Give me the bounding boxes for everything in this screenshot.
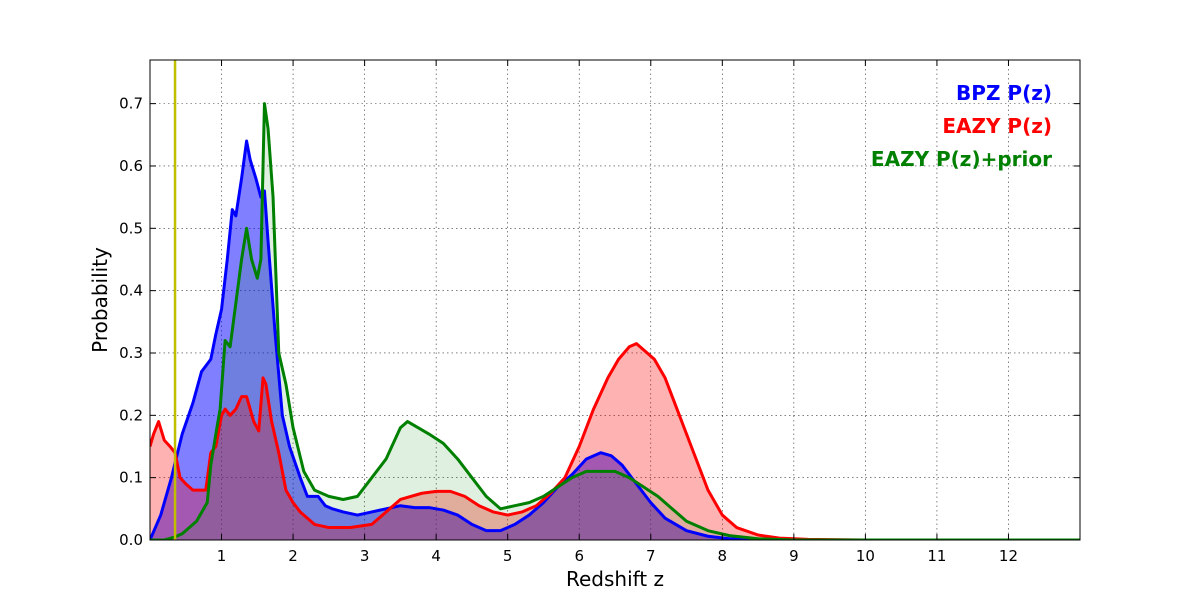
tick-labels: 1 2 3 4 5 6 7 8 9 10 11 120.00.10.20.30.40.50.60.7 [119, 95, 1018, 565]
series-fill-eazy-p-z-prior [150, 103, 1080, 540]
y-tick-label: 0.6 [119, 157, 143, 175]
x-tick-label: 5 [503, 547, 513, 565]
series-line-bpz-p-z [150, 139, 1080, 540]
y-axis-label: Probability [88, 247, 112, 353]
x-tick-label: 1 [217, 547, 227, 565]
plot-frame [149, 59, 1081, 541]
y-tick-label: 0.0 [119, 531, 143, 549]
y-tick-label: 0.7 [119, 95, 143, 113]
x-tick-label: 2 [288, 547, 298, 565]
x-tick-label: 12 [999, 547, 1018, 565]
y-tick-label: 0.3 [119, 344, 143, 362]
x-tick-label: 9 [789, 547, 799, 565]
x-tick-label: 4 [431, 547, 441, 565]
series-layer [150, 60, 1080, 540]
y-tick-label: 0.4 [119, 282, 143, 300]
axis-ticks [150, 60, 1080, 541]
x-tick-label: 10 [856, 547, 875, 565]
x-tick-label: 8 [718, 547, 728, 565]
x-tick-label: 7 [646, 547, 656, 565]
legend-entry-bpz-p-z: BPZ P(z) [956, 81, 1052, 105]
x-axis-label: Redshift z [566, 567, 664, 591]
series-line-eazy-p-z [150, 342, 1080, 540]
x-tick-label: 6 [574, 547, 584, 565]
y-tick-label: 0.5 [119, 219, 143, 237]
y-tick-label: 0.2 [119, 406, 143, 424]
y-tick-label: 0.1 [119, 469, 143, 487]
legend-entry-eazy-p-z-prior: EAZY P(z)+prior [871, 147, 1052, 171]
legend-entry-eazy-p-z: EAZY P(z) [942, 114, 1052, 138]
series-fill-eazy-p-z [150, 343, 1080, 540]
x-tick-label: 11 [927, 547, 946, 565]
series-line-eazy-p-z-prior [150, 102, 1080, 540]
legend: BPZ P(z) EAZY P(z) EAZY P(z)+prior [871, 81, 1052, 171]
x-tick-label: 3 [360, 547, 370, 565]
